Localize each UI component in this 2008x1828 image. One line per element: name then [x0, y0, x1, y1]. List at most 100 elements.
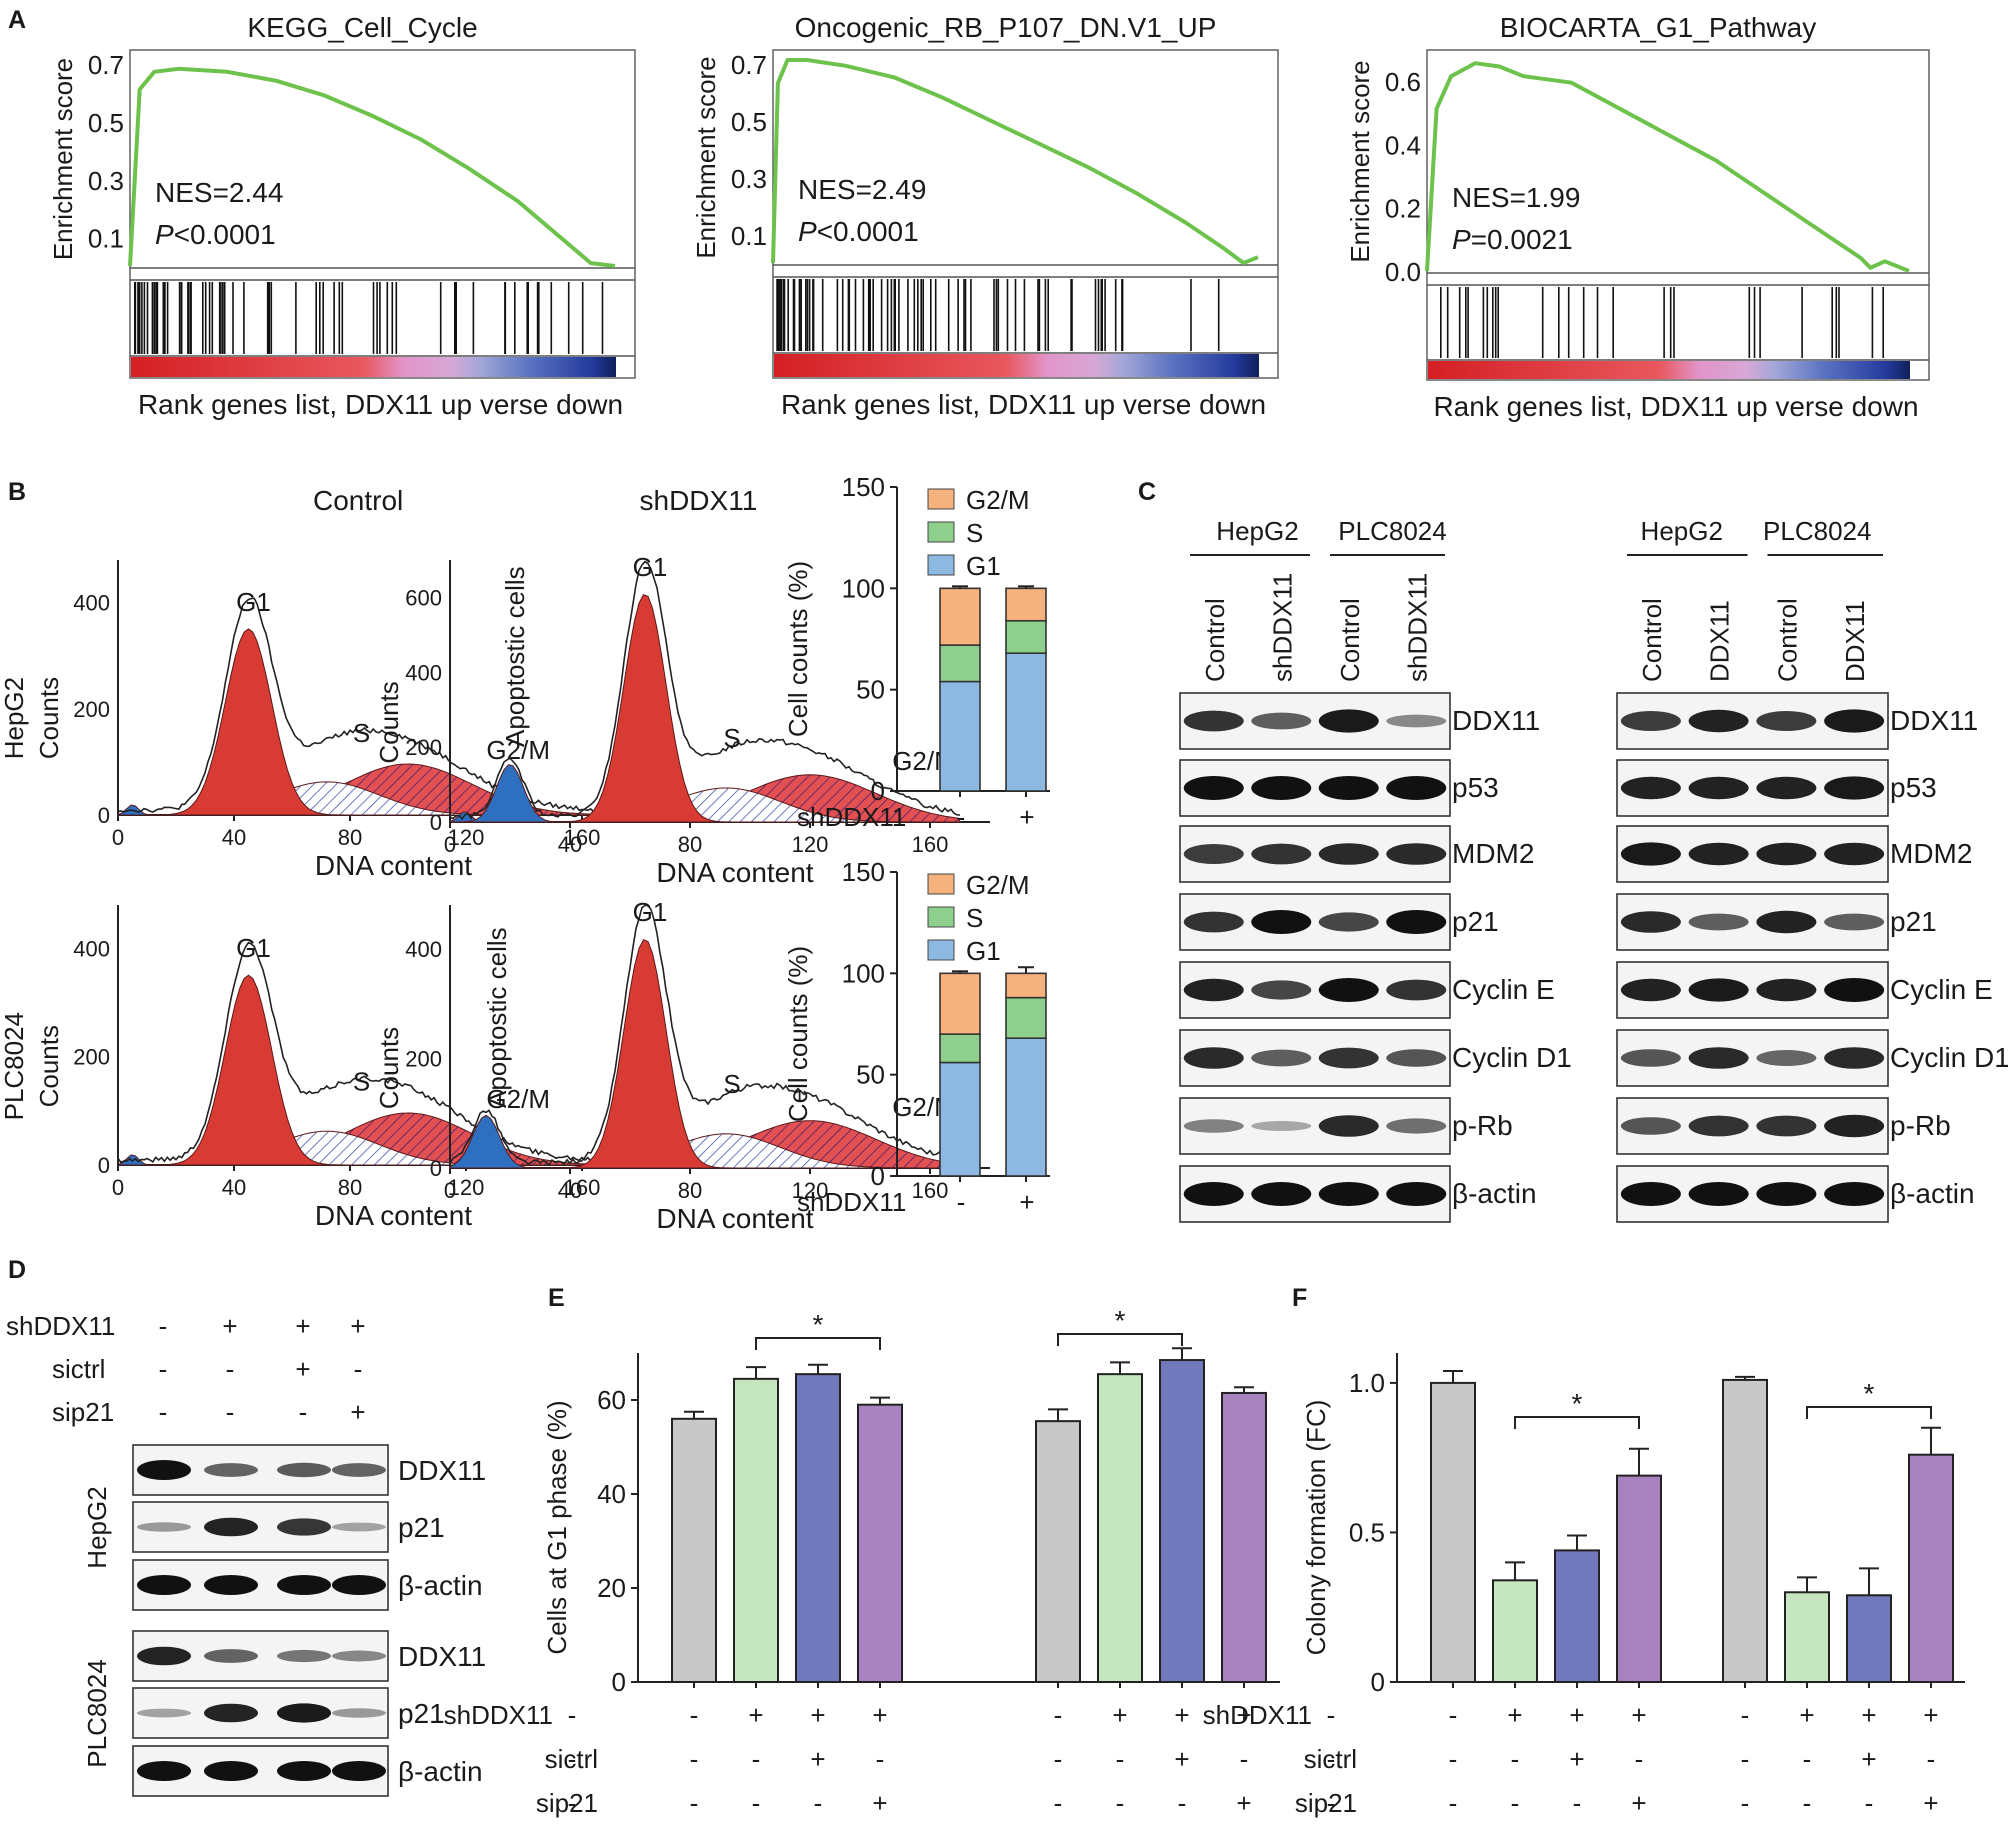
blot-band	[332, 1575, 386, 1595]
blot-lane-label: Control	[1335, 598, 1365, 682]
bar	[1097, 1373, 1143, 1684]
condition-value: -	[1449, 1700, 1458, 1730]
bar-y-tick-label: 20	[597, 1573, 626, 1603]
condition-name: shDDX11	[444, 1700, 553, 1730]
cc-bar-G1	[1005, 652, 1047, 792]
bar-y-tick-label: 0	[1371, 1667, 1385, 1697]
condition-name: shDDX11	[1203, 1700, 1312, 1730]
flow-x-tick-label: 40	[558, 832, 582, 857]
blot-band	[1620, 1049, 1681, 1067]
significance-bracket	[755, 1337, 881, 1350]
gsea-y-label: Enrichment score	[691, 56, 721, 258]
panel-label-a: A	[8, 6, 26, 34]
legend-swatch	[927, 521, 955, 543]
bar-y-tick-label: 40	[597, 1479, 626, 1509]
gsea-nes: NES=2.49	[798, 174, 926, 205]
condition-value-lead: -	[1327, 1788, 1336, 1818]
treatment-value: +	[350, 1311, 365, 1341]
flow-x-label: DNA content	[656, 857, 813, 888]
treatment-value: -	[299, 1397, 308, 1427]
blot-set-1: HepG2 PLC8024 Control shDDX11 Control shDDX11…	[1179, 516, 1572, 1223]
blot-cell-label: PLC8024	[82, 1659, 112, 1767]
condition-value: +	[1174, 1744, 1189, 1774]
legend-label: G2/M	[966, 870, 1030, 900]
gsea-y-tick: 0.3	[731, 164, 767, 194]
blot-band	[1386, 979, 1447, 1001]
legend-label: G1	[966, 551, 1001, 581]
condition-value: +	[810, 1744, 825, 1774]
blot-band	[1318, 843, 1379, 865]
panel-label-d: D	[8, 1256, 26, 1284]
blot-band	[137, 1646, 191, 1666]
blot-protein-label: Cyclin D1	[1452, 1042, 1572, 1073]
blot-band	[1183, 911, 1244, 933]
flow-y-tick-label: 400	[405, 937, 442, 962]
bar	[1722, 1378, 1768, 1684]
condition-value: +	[1799, 1700, 1814, 1730]
cc-bar-S	[939, 1033, 981, 1064]
enrichment-curve	[771, 58, 1259, 265]
condition-value: -	[1573, 1788, 1582, 1818]
bar	[1784, 1591, 1830, 1683]
blot-d-PLC8024: DDX11 p21 β-actin PLC8024	[82, 1630, 486, 1797]
blot-band	[1183, 1182, 1244, 1206]
condition-value: -	[1741, 1788, 1750, 1818]
flow-x-tick-label: 40	[222, 825, 246, 850]
condition-name: sictrl	[545, 1744, 598, 1774]
blot-band	[1251, 1049, 1312, 1067]
panel-label-b: B	[8, 478, 26, 506]
gsea-y-tick: 0.6	[1385, 67, 1421, 97]
blot-band	[332, 1708, 386, 1718]
cc-x-tick-label: +	[1019, 1187, 1034, 1217]
blot-group-label: PLC8024	[1338, 516, 1446, 546]
blot-band	[204, 1703, 258, 1723]
flow-x-tick-label: 120	[792, 832, 829, 857]
condition-value: -	[1803, 1744, 1812, 1774]
blot-protein-label: Cyclin E	[1452, 974, 1555, 1005]
condition-value: +	[1923, 1788, 1938, 1818]
blot-band	[277, 1575, 331, 1595]
blot-band	[137, 1575, 191, 1595]
blot-protein-label: β-actin	[1452, 1178, 1537, 1209]
blot-band	[1183, 776, 1244, 800]
blot-band	[1251, 712, 1312, 730]
bar	[733, 1377, 779, 1683]
apoptotic-peak	[449, 1114, 960, 1169]
bar	[1616, 1474, 1662, 1684]
cc-y-tick-label: 50	[856, 1060, 885, 1090]
bar-y-tick-label: 0	[612, 1667, 626, 1697]
blot-cell-label: HepG2	[82, 1486, 112, 1568]
flow-y-tick-label: 0	[430, 1156, 442, 1181]
gsea-title: KEGG_Cell_Cycle	[247, 12, 477, 43]
condition-value: -	[1054, 1700, 1063, 1730]
bar	[1430, 1381, 1476, 1683]
legend-swatch	[927, 906, 955, 928]
blot-band	[332, 1463, 386, 1477]
blot-band	[1688, 1182, 1749, 1206]
blot-band	[1386, 843, 1447, 865]
flow-x-tick-label: 40	[222, 1175, 246, 1200]
treatment-value: -	[226, 1397, 235, 1427]
bar-y-label: Cells at G1 phase (%)	[542, 1400, 572, 1654]
flow-y-tick-label: 200	[73, 697, 110, 722]
condition-value: -	[1054, 1744, 1063, 1774]
gsea-y-tick: 0.5	[88, 108, 124, 138]
blot-band	[1688, 913, 1749, 931]
blot-band	[1620, 1182, 1681, 1206]
panel-label-c: C	[1138, 478, 1156, 506]
blot-lane-label: Control	[1200, 598, 1230, 682]
gsea-y-tick: 0.0	[1385, 257, 1421, 287]
flow-y-tick-label: 600	[405, 585, 442, 610]
blot-protein-label: Cyclin E	[1890, 974, 1993, 1005]
blot-group-label: PLC8024	[1763, 516, 1871, 546]
treatment-value: +	[350, 1397, 365, 1427]
blot-band	[137, 1460, 191, 1480]
treatment-value: -	[159, 1311, 168, 1341]
condition-value: -	[752, 1744, 761, 1774]
blot-band	[1386, 714, 1447, 728]
blot-protein-label: p21	[1890, 906, 1937, 937]
condition-value: -	[1116, 1788, 1125, 1818]
gsea-title: BIOCARTA_G1_Pathway	[1500, 12, 1816, 43]
